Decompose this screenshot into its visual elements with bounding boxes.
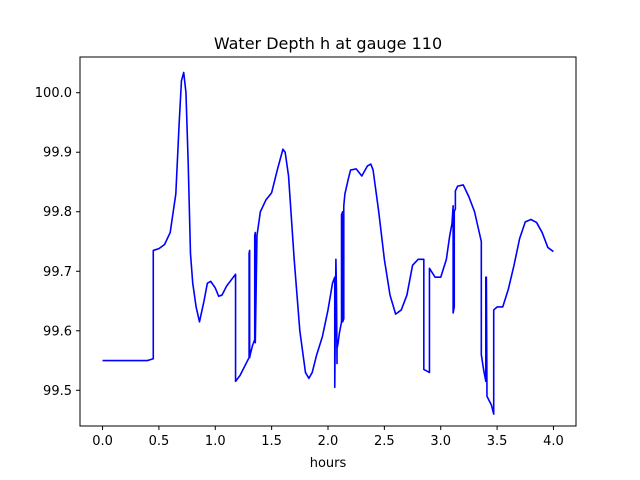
x-tick-label: 0.0 bbox=[92, 434, 113, 449]
y-tick-label: 99.9 bbox=[43, 146, 72, 161]
chart-title: Water Depth h at gauge 110 bbox=[214, 34, 442, 53]
x-tick-label: 4.0 bbox=[543, 434, 564, 449]
x-tick-label: 1.0 bbox=[205, 434, 226, 449]
plot-area bbox=[79, 56, 577, 427]
y-tick-label: 99.6 bbox=[43, 324, 72, 339]
y-tick-label: 99.7 bbox=[43, 265, 72, 280]
x-axis: 0.0 0.5 1.0 1.5 2.0 2.5 3.0 3.5 4.0 bbox=[92, 426, 564, 449]
series-line-0 bbox=[102, 71, 554, 415]
plot-frame bbox=[79, 56, 577, 427]
y-tick-label: 100.0 bbox=[35, 86, 72, 101]
x-axis-label: hours bbox=[310, 456, 347, 471]
y-axis: 99.5 99.6 99.7 99.8 99.9 100.0 bbox=[35, 86, 80, 399]
y-tick-label: 99.8 bbox=[43, 205, 72, 220]
y-tick-label: 99.5 bbox=[43, 384, 72, 399]
x-tick-label: 2.0 bbox=[318, 434, 339, 449]
x-tick-label: 0.5 bbox=[149, 434, 170, 449]
x-tick-label: 3.5 bbox=[487, 434, 508, 449]
x-tick-label: 2.5 bbox=[374, 434, 395, 449]
x-tick-label: 1.5 bbox=[261, 434, 282, 449]
x-tick-label: 3.0 bbox=[430, 434, 451, 449]
